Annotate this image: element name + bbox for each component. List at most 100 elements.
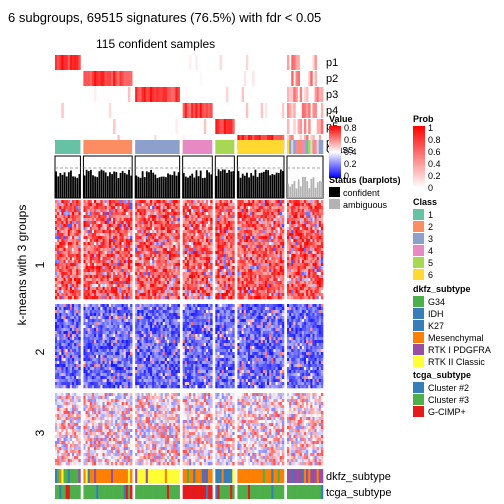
heatmap-cell [256,242,259,246]
heatmap-cell [299,200,303,204]
heatmap-cell [239,275,242,279]
heatmap-cell [158,239,161,243]
heatmap-cell [166,284,170,288]
heatmap-cell [230,242,233,246]
heatmap-cell [210,200,213,204]
heatmap-cell [127,334,131,338]
heatmap-cell [106,316,110,320]
heatmap-cell [115,281,118,285]
heatmap-cell [149,200,153,204]
heatmap-cell [169,227,172,231]
heatmap-cell [306,260,309,264]
heatmap-cell [195,287,198,291]
heatmap-cell [205,254,209,258]
heatmap-cell [130,296,133,300]
heatmap-cell [78,260,81,264]
heatmap-cell [286,218,290,222]
heatmap-cell [177,215,180,219]
heatmap-cell [254,293,257,297]
heatmap-cell [221,296,225,300]
heatmap-cell [286,215,290,219]
heatmap-cell [208,281,211,285]
heatmap-cell [69,200,73,204]
silhouette-bar [98,171,101,198]
heatmap-cell [160,215,163,219]
heatmap-cell [145,215,149,219]
heatmap-cell [232,233,235,237]
heatmap-cell [175,248,178,252]
heatmap-cell [145,206,149,210]
heatmap-cell [223,203,227,207]
heatmap-cell [275,296,278,300]
heatmap-cell [67,331,71,335]
heatmap-cell [110,296,114,300]
heatmap-cell [269,254,272,258]
heatmap-cell [83,200,86,204]
heatmap-cell [177,263,180,267]
heatmap-cell [197,269,200,273]
heatmap-cell [110,319,114,323]
heatmap-cell [147,203,151,207]
silhouette-bar [208,172,211,198]
heatmap-cell [108,352,112,356]
heatmap-cell [169,263,172,267]
heatmap-cell [94,313,97,317]
heatmap-cell [91,337,95,341]
heatmap-cell [293,275,296,279]
heatmap-cell [237,242,240,246]
heatmap-cell [314,230,317,234]
heatmap-cell [102,281,105,285]
heatmap-cell [100,340,103,344]
heatmap-cell [117,254,120,258]
heatmap-cell [98,218,101,222]
heatmap-cell [125,221,129,225]
heatmap-cell [69,328,73,332]
heatmap-cell [318,245,322,249]
heatmap-cell [135,248,138,252]
heatmap-cell [314,266,317,270]
heatmap-cell [308,203,311,207]
heatmap-cell [117,206,120,210]
heatmap-cell [308,272,311,276]
heatmap-cell [186,269,190,273]
heatmap-cell [94,224,97,228]
heatmap-cell [145,290,149,294]
heatmap-cell [130,331,133,335]
heatmap-cell [308,281,311,285]
heatmap-cell [89,331,93,335]
heatmap-cell [96,287,99,291]
heatmap-cell [121,346,124,350]
heatmap-cell [262,254,266,258]
heatmap-cell [299,215,303,219]
heatmap-cell [102,242,105,246]
heatmap-cell [225,224,229,228]
heatmap-cell [312,239,315,243]
heatmap-cell [102,328,105,332]
heatmap-cell [160,272,163,276]
heatmap-cell [115,290,118,294]
heatmap-cell [239,230,242,234]
heatmap-cell [237,278,240,282]
heatmap-cell [210,242,213,246]
heatmap-cell [237,257,240,261]
heatmap-cell [55,212,58,216]
heatmap-cell [160,254,163,258]
heatmap-cell [166,218,170,222]
heatmap-cell [166,206,170,210]
heatmap-cell [230,287,233,291]
heatmap-cell [59,316,62,320]
prob-cell [158,87,161,102]
heatmap-cell [57,361,60,365]
heatmap-cell [228,206,231,210]
heatmap-cell [316,215,320,219]
heatmap-cell [312,206,315,210]
heatmap-cell [63,296,66,300]
heatmap-cell [127,257,131,261]
heatmap-cell [87,349,91,353]
heatmap-cell [83,290,86,294]
heatmap-cell [250,251,253,255]
heatmap-cell [295,257,298,261]
heatmap-cell [184,281,188,285]
heatmap-cell [121,334,124,338]
heatmap-cell [205,269,209,273]
